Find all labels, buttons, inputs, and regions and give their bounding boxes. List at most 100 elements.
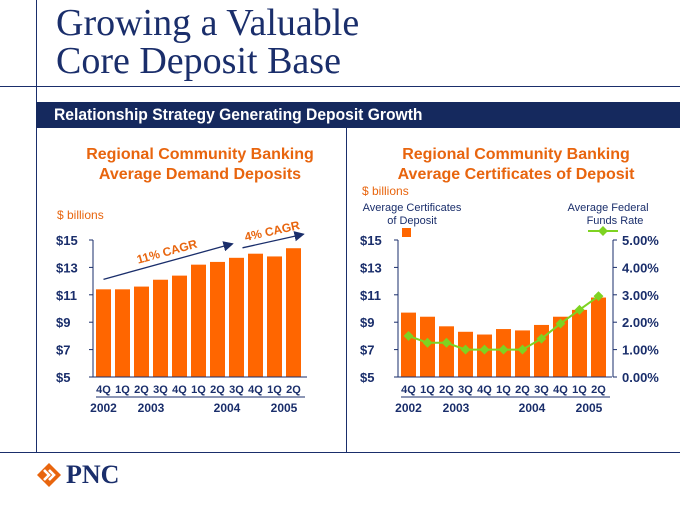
pnc-logo-icon <box>37 463 61 487</box>
chart2-quarter-label: 4Q <box>477 384 492 396</box>
chart1-y-tick-label: $15 <box>56 233 78 248</box>
pnc-logo: PNC <box>36 462 119 488</box>
chart2-left-y-tick-label: $11 <box>360 288 381 303</box>
chart1-bar <box>115 289 130 377</box>
chart1-quarter-label: 3Q <box>153 384 168 396</box>
chart2-quarter-label: 2Q <box>515 384 530 396</box>
chart2-legend-line-label-1: Average Federal <box>567 202 648 214</box>
chart2-right-y-tick-label: 5.00% <box>622 233 659 248</box>
chart2-fed-funds-point <box>441 337 452 348</box>
chart2-title: Regional Community Banking Average Certi… <box>358 145 674 185</box>
page-title: Growing a Valuable Core Deposit Base <box>56 4 359 80</box>
chart2-quarter-label: 4Q <box>401 384 416 396</box>
chart2-bar <box>572 309 587 377</box>
chart2-fed-funds-point <box>460 344 471 355</box>
chart2-left-y-tick-label: $5 <box>360 370 374 385</box>
section-banner: Relationship Strategy Generating Deposit… <box>36 102 680 128</box>
chart2-legend-line-marker <box>598 226 608 236</box>
chart2-fed-funds-point <box>498 344 509 355</box>
chart1-bar <box>153 279 168 377</box>
chart2-fed-funds-point <box>574 304 585 315</box>
chart2-unit-note: $ billions <box>362 184 409 198</box>
chart2-year-label: 2003 <box>443 401 470 415</box>
chart1-bar <box>134 286 149 377</box>
chart1-quarter-label: 2Q <box>134 384 149 396</box>
chart2-left-y-tick-label: $7 <box>360 343 374 358</box>
chart2-year-label: 2002 <box>395 401 422 415</box>
title-line-1: Growing a Valuable <box>56 2 360 44</box>
chart2-fed-funds-point <box>555 318 566 329</box>
chart1-title-line-2: Average Demand Deposits <box>98 166 302 183</box>
chart2-quarter-label: 2Q <box>591 384 606 396</box>
chart2-quarter-label: 1Q <box>572 384 587 396</box>
chart1-year-label: 2005 <box>271 401 298 415</box>
chart2-left-y-tick-label: $9 <box>360 315 374 330</box>
chart1-y-tick-label: $13 <box>56 260 78 275</box>
chart1-bar <box>286 248 301 377</box>
chart2-right-y-tick-label: 2.00% <box>622 315 659 330</box>
chart1-bar <box>210 261 225 377</box>
panel-divider <box>346 128 347 452</box>
chart2-bar <box>401 312 416 377</box>
top-rule <box>0 86 680 87</box>
chart2-bar <box>591 297 606 377</box>
chart2-fed-funds-point <box>536 333 547 344</box>
chart2-legend-line-label-2: Funds Rate <box>587 215 644 227</box>
chart2-quarter-label: 3Q <box>458 384 473 396</box>
chart1-cagr-label: 4% CAGR <box>243 218 301 244</box>
chart2-quarter-label: 1Q <box>496 384 511 396</box>
chart1-quarter-label: 1Q <box>191 384 206 396</box>
chart1-bar <box>248 253 263 377</box>
chart1-quarter-label: 2Q <box>210 384 225 396</box>
chart2-bar <box>477 334 492 377</box>
chart2-legend-bar-label-1: Average Certificates <box>363 202 462 214</box>
chart1-y-tick-label: $11 <box>56 288 77 303</box>
left-rule <box>36 0 37 452</box>
chart1-title: Regional Community Banking Average Deman… <box>58 145 342 185</box>
chart2-quarter-label: 3Q <box>534 384 549 396</box>
chart2-legend-bar-label-2: of Deposit <box>387 215 437 227</box>
chart2-fed-funds-point <box>479 344 490 355</box>
chart2-right-y-tick-label: 1.00% <box>622 343 659 358</box>
chart1-year-label: 2004 <box>214 401 241 415</box>
chart1-bar <box>96 289 111 377</box>
chart2-right-y-tick-label: 3.00% <box>622 288 659 303</box>
chart2-fed-funds-point <box>422 337 433 348</box>
chart2-year-label: 2005 <box>576 401 603 415</box>
chart2-bar <box>534 324 549 377</box>
chart1-bar <box>172 275 187 377</box>
chart2-left-y-tick-label: $15 <box>360 233 382 248</box>
chart2-right-y-tick-label: 4.00% <box>622 260 659 275</box>
chart2-bar <box>553 316 568 377</box>
chart2-right-y-tick-label: 0.00% <box>622 370 659 385</box>
chart1-quarter-label: 4Q <box>248 384 263 396</box>
chart2-bar <box>439 326 454 377</box>
chart1-bar <box>267 256 282 377</box>
chart2-left-y-tick-label: $13 <box>360 260 382 275</box>
chart1-quarter-label: 3Q <box>229 384 244 396</box>
title-line-2: Core Deposit Base <box>56 40 341 82</box>
chart1-y-tick-label: $5 <box>56 370 70 385</box>
banner-text: Relationship Strategy Generating Deposit… <box>54 105 423 124</box>
chart1-year-label: 2003 <box>138 401 165 415</box>
chart2-year-label: 2004 <box>519 401 546 415</box>
chart1-y-tick-label: $9 <box>56 315 70 330</box>
chart2-title-line-1: Regional Community Banking <box>402 146 630 163</box>
chart1-quarter-label: 1Q <box>115 384 130 396</box>
chart1-cagr-arrow <box>242 231 305 249</box>
chart2-fed-funds-point <box>593 291 604 302</box>
chart1-quarter-label: 2Q <box>286 384 301 396</box>
chart2-quarter-label: 2Q <box>439 384 454 396</box>
chart2-title-line-2: Average Certificates of Deposit <box>397 166 635 183</box>
chart2-quarter-label: 1Q <box>420 384 435 396</box>
chart1-year-label: 2002 <box>90 401 117 415</box>
chart2-quarter-label: 4Q <box>553 384 568 396</box>
chart1-quarter-label: 4Q <box>96 384 111 396</box>
chart1-cagr-arrow <box>103 241 234 280</box>
chart2-fed-funds-point <box>517 344 528 355</box>
chart1-quarter-label: 4Q <box>172 384 187 396</box>
pnc-logo-text: PNC <box>66 460 120 489</box>
chart1-title-line-1: Regional Community Banking <box>86 146 314 163</box>
chart2-legend-bar-swatch <box>402 228 411 237</box>
